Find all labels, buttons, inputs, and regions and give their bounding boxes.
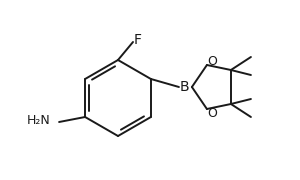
Text: F: F	[134, 33, 142, 47]
Text: H₂N: H₂N	[27, 114, 51, 127]
Text: O: O	[207, 55, 217, 68]
Text: B: B	[180, 80, 190, 94]
Text: O: O	[207, 107, 217, 120]
